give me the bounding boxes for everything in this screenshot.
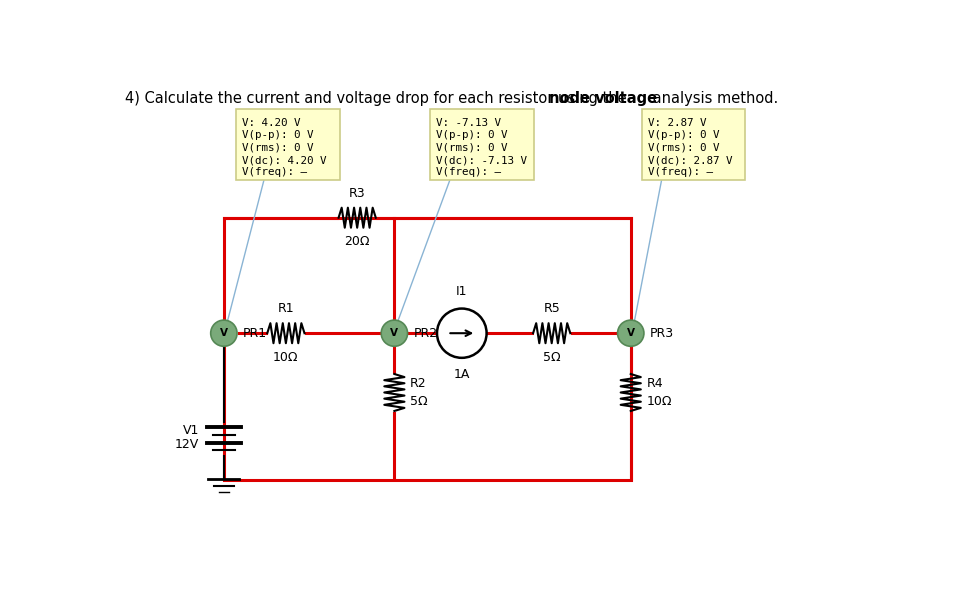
- Text: analysis method.: analysis method.: [647, 90, 778, 106]
- Bar: [224, 218, 630, 480]
- Text: 1A: 1A: [453, 368, 470, 381]
- Text: 4) Calculate the current and voltage drop for each resistor using the: 4) Calculate the current and voltage dro…: [125, 90, 631, 106]
- Text: V(rms): 0 V: V(rms): 0 V: [647, 143, 719, 152]
- Text: V(rms): 0 V: V(rms): 0 V: [242, 143, 314, 152]
- Text: V(dc): -7.13 V: V(dc): -7.13 V: [436, 155, 527, 165]
- FancyBboxPatch shape: [430, 109, 534, 180]
- Text: V(freq): –: V(freq): –: [436, 168, 500, 177]
- Circle shape: [381, 320, 407, 346]
- Text: I1: I1: [456, 285, 467, 298]
- Text: 5Ω: 5Ω: [542, 351, 560, 364]
- Circle shape: [617, 320, 643, 346]
- Text: V: V: [390, 328, 398, 338]
- Text: PR3: PR3: [649, 327, 674, 340]
- Text: PR1: PR1: [243, 327, 267, 340]
- Text: V(rms): 0 V: V(rms): 0 V: [436, 143, 507, 152]
- Text: V(p-p): 0 V: V(p-p): 0 V: [242, 130, 314, 140]
- Text: V(freq): –: V(freq): –: [242, 168, 307, 177]
- Text: 10Ω: 10Ω: [273, 351, 298, 364]
- Text: V: 2.87 V: V: 2.87 V: [647, 118, 705, 127]
- Text: 20Ω: 20Ω: [344, 236, 370, 248]
- Text: V(dc): 2.87 V: V(dc): 2.87 V: [647, 155, 732, 165]
- Text: V: 4.20 V: V: 4.20 V: [242, 118, 300, 127]
- Text: 12V: 12V: [174, 439, 199, 452]
- Text: V: -7.13 V: V: -7.13 V: [436, 118, 500, 127]
- Text: V(p-p): 0 V: V(p-p): 0 V: [647, 130, 719, 140]
- Text: 10Ω: 10Ω: [645, 395, 671, 408]
- Text: V(freq): –: V(freq): –: [647, 168, 712, 177]
- Text: R2: R2: [410, 377, 426, 390]
- Text: 5Ω: 5Ω: [410, 395, 427, 408]
- FancyBboxPatch shape: [641, 109, 744, 180]
- FancyBboxPatch shape: [236, 109, 340, 180]
- Text: R3: R3: [349, 187, 365, 200]
- Circle shape: [211, 320, 236, 346]
- Text: V(p-p): 0 V: V(p-p): 0 V: [436, 130, 507, 140]
- Text: R4: R4: [645, 377, 662, 390]
- Text: V1: V1: [183, 424, 199, 437]
- Text: V: V: [219, 328, 228, 338]
- Text: node voltage: node voltage: [549, 90, 657, 106]
- Text: V: V: [626, 328, 634, 338]
- Circle shape: [436, 309, 486, 358]
- Text: PR2: PR2: [414, 327, 437, 340]
- Text: R5: R5: [543, 302, 559, 315]
- Text: R1: R1: [277, 302, 294, 315]
- Text: V(dc): 4.20 V: V(dc): 4.20 V: [242, 155, 327, 165]
